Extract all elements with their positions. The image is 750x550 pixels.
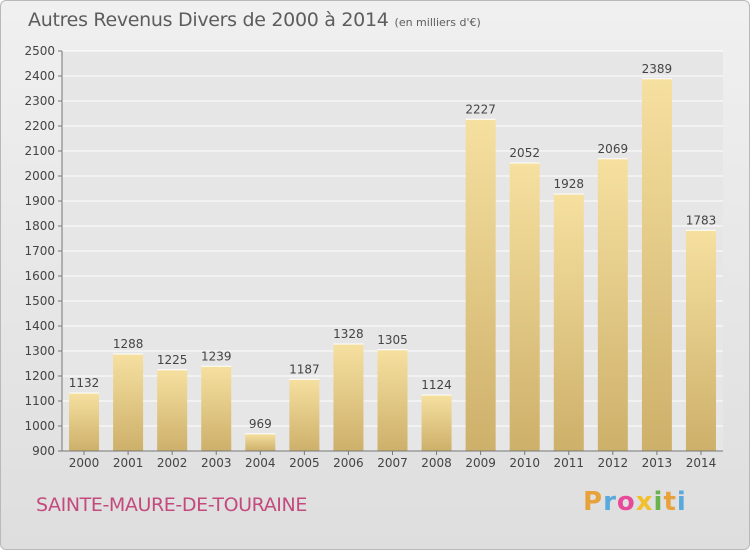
bar-2003 xyxy=(201,366,232,451)
bar-2001 xyxy=(113,354,144,451)
x-tick-label: 2001 xyxy=(113,456,144,470)
data-label: 1783 xyxy=(686,213,717,227)
data-label: 1187 xyxy=(289,362,320,376)
data-label: 2069 xyxy=(598,142,629,156)
y-tick-label: 2100 xyxy=(24,144,55,158)
x-tick-label: 2009 xyxy=(465,456,496,470)
x-tick-label: 2005 xyxy=(289,456,320,470)
data-label: 969 xyxy=(249,417,272,431)
x-tick-label: 2003 xyxy=(201,456,232,470)
chart-title: Autres Revenus Divers de 2000 à 2014 xyxy=(28,9,389,31)
y-tick-label: 1400 xyxy=(24,319,55,333)
y-tick-label: 2300 xyxy=(24,94,55,108)
data-label: 1132 xyxy=(69,376,100,390)
logo-letter: o xyxy=(616,487,636,517)
y-tick-label: 2200 xyxy=(24,119,55,133)
x-tick-label: 2002 xyxy=(157,456,188,470)
logo-letter: r xyxy=(603,487,617,517)
x-tick-label: 2012 xyxy=(598,456,629,470)
x-tick-label: 2010 xyxy=(509,456,540,470)
data-label: 2389 xyxy=(642,62,673,76)
bar-2009 xyxy=(465,119,496,451)
y-tick-label: 1200 xyxy=(24,369,55,383)
y-tick-label: 1700 xyxy=(24,244,55,258)
place-name: SAINTE-MAURE-DE-TOURAINE xyxy=(36,494,307,516)
bar-2014 xyxy=(685,230,716,451)
y-tick-label: 1800 xyxy=(24,219,55,233)
logo-letter: t xyxy=(663,487,677,517)
y-tick-label: 2000 xyxy=(24,169,55,183)
data-label: 1124 xyxy=(421,378,452,392)
y-tick-label: 1000 xyxy=(24,419,55,433)
logo-letter: x xyxy=(635,487,654,517)
bar-2007 xyxy=(377,349,408,451)
y-tick-label: 900 xyxy=(32,444,55,458)
x-tick-label: 2000 xyxy=(69,456,100,470)
x-tick-label: 2007 xyxy=(377,456,408,470)
bar-2002 xyxy=(157,369,188,451)
logo-letter: i xyxy=(676,487,687,517)
title-row: Autres Revenus Divers de 2000 à 2014 (en … xyxy=(28,9,481,31)
y-tick-label: 1500 xyxy=(24,294,55,308)
data-label: 2227 xyxy=(465,102,496,116)
proxiti-logo: Proxiti xyxy=(583,487,687,517)
data-label: 1328 xyxy=(333,327,364,341)
logo-letter: P xyxy=(583,487,604,517)
x-tick-label: 2008 xyxy=(421,456,452,470)
data-label: 1225 xyxy=(157,353,188,367)
x-tick-label: 2013 xyxy=(642,456,673,470)
y-tick-label: 2500 xyxy=(24,44,55,58)
bar-2000 xyxy=(69,393,100,451)
y-tick-label: 1300 xyxy=(24,344,55,358)
bar-2012 xyxy=(597,158,628,451)
x-tick-label: 2004 xyxy=(245,456,276,470)
data-label: 2052 xyxy=(509,146,540,160)
data-label: 1928 xyxy=(553,177,584,191)
bar-2005 xyxy=(289,379,320,451)
bar-2010 xyxy=(509,163,540,451)
y-tick-label: 2400 xyxy=(24,69,55,83)
bar-2011 xyxy=(553,194,584,451)
data-label: 1305 xyxy=(377,333,408,347)
bar-2013 xyxy=(641,78,672,451)
bar-2008 xyxy=(421,395,452,451)
chart-unit: (en milliers d'€) xyxy=(394,16,481,29)
x-tick-label: 2011 xyxy=(553,456,584,470)
x-tick-label: 2006 xyxy=(333,456,364,470)
data-label: 1239 xyxy=(201,349,232,363)
y-tick-label: 1600 xyxy=(24,269,55,283)
x-tick-label: 2014 xyxy=(686,456,717,470)
logo-letter: i xyxy=(653,487,664,517)
y-tick-label: 1100 xyxy=(24,394,55,408)
y-tick-label: 1900 xyxy=(24,194,55,208)
bar-2004 xyxy=(245,433,276,451)
bar-2006 xyxy=(333,344,364,451)
data-label: 1288 xyxy=(113,337,144,351)
